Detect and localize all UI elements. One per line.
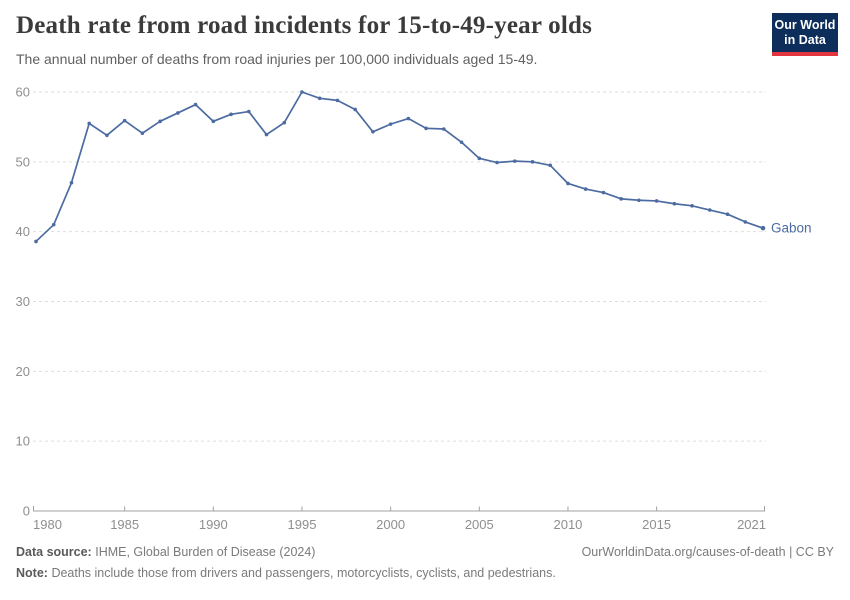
data-point[interactable] (300, 90, 304, 94)
data-point[interactable] (371, 130, 375, 134)
data-source-label: Data source: (16, 545, 92, 559)
y-tick-label: 40 (16, 224, 30, 239)
data-point[interactable] (442, 127, 446, 131)
data-point[interactable] (743, 220, 748, 224)
data-point[interactable] (211, 119, 216, 124)
owid-logo-box: Our World in Data (772, 13, 838, 52)
series-label-gabon[interactable]: Gabon (771, 221, 812, 236)
data-point[interactable] (229, 112, 233, 117)
x-tick-label: 2010 (553, 517, 582, 532)
data-point[interactable] (760, 225, 766, 231)
data-point[interactable] (708, 208, 712, 212)
data-point[interactable] (690, 204, 694, 208)
data-point[interactable] (406, 116, 411, 121)
x-tick-label: 2000 (376, 517, 405, 532)
page-title: Death rate from road incidents for 15-to… (16, 12, 593, 39)
y-tick-label: 50 (16, 154, 30, 169)
data-point[interactable] (548, 163, 553, 168)
data-point[interactable] (388, 122, 393, 126)
data-point[interactable] (122, 118, 127, 123)
data-point[interactable] (140, 131, 145, 136)
x-tick-label: 2005 (465, 517, 494, 532)
attribution-link[interactable]: OurWorldinData.org/causes-of-death | CC … (581, 545, 834, 559)
x-tick-label: 2015 (642, 517, 671, 532)
x-tick-label: 1995 (288, 517, 317, 532)
logo-accent-bar (772, 52, 838, 56)
x-tick-label: 1990 (199, 517, 228, 532)
chart-footer: Data source: IHME, Global Burden of Dise… (16, 545, 834, 580)
data-point[interactable] (158, 119, 162, 124)
note-value: Deaths include those from drivers and pa… (51, 566, 556, 580)
note-label: Note: (16, 566, 48, 580)
data-point[interactable] (530, 160, 535, 164)
data-point[interactable] (282, 120, 287, 125)
data-point[interactable] (246, 109, 251, 114)
data-point[interactable] (353, 107, 357, 112)
data-point[interactable] (105, 133, 109, 138)
data-point[interactable] (51, 222, 56, 227)
data-point[interactable] (176, 111, 180, 115)
data-point[interactable] (459, 140, 464, 145)
owid-logo: Our World in Data (772, 13, 838, 56)
data-point[interactable] (672, 201, 677, 206)
data-point[interactable] (317, 96, 322, 101)
y-tick-label: 30 (16, 294, 30, 309)
data-point[interactable] (69, 180, 74, 185)
chart-subtitle: The annual number of deaths from road in… (16, 51, 538, 67)
x-tick-label: 2021 (737, 517, 766, 532)
y-tick-label: 10 (16, 434, 30, 449)
data-point[interactable] (601, 190, 606, 195)
data-point[interactable] (264, 132, 269, 137)
x-tick-label: 1985 (110, 517, 139, 532)
data-source-text: Data source: IHME, Global Burden of Dise… (16, 545, 315, 559)
data-point[interactable] (424, 126, 428, 131)
data-point[interactable] (34, 239, 38, 244)
x-tick-label: 1980 (33, 517, 62, 532)
data-point[interactable] (725, 212, 730, 217)
data-source-value: IHME, Global Burden of Disease (2024) (95, 545, 316, 559)
data-point[interactable] (654, 199, 659, 203)
trend-line[interactable] (35, 91, 764, 243)
data-point[interactable] (477, 156, 482, 161)
y-tick-label: 60 (16, 85, 30, 100)
owid-logo-line2: in Data (784, 33, 826, 47)
data-point[interactable] (193, 102, 198, 107)
note-text: Note: Deaths include those from drivers … (16, 566, 834, 580)
data-point[interactable] (87, 121, 91, 126)
y-tick-label: 0 (23, 504, 30, 519)
y-tick-label: 20 (16, 364, 30, 379)
data-point[interactable] (583, 187, 588, 191)
data-point[interactable] (495, 160, 499, 165)
line-chart[interactable]: 0 10 20 30 40 50 60 1980 1985 1990 1995 2000 2005 201… (0, 75, 850, 540)
data-point[interactable] (566, 181, 570, 186)
data-point[interactable] (619, 197, 623, 201)
owid-logo-line1: Our World (774, 18, 836, 32)
data-point[interactable] (637, 198, 641, 203)
data-point[interactable] (512, 159, 517, 163)
data-point[interactable] (335, 98, 340, 103)
